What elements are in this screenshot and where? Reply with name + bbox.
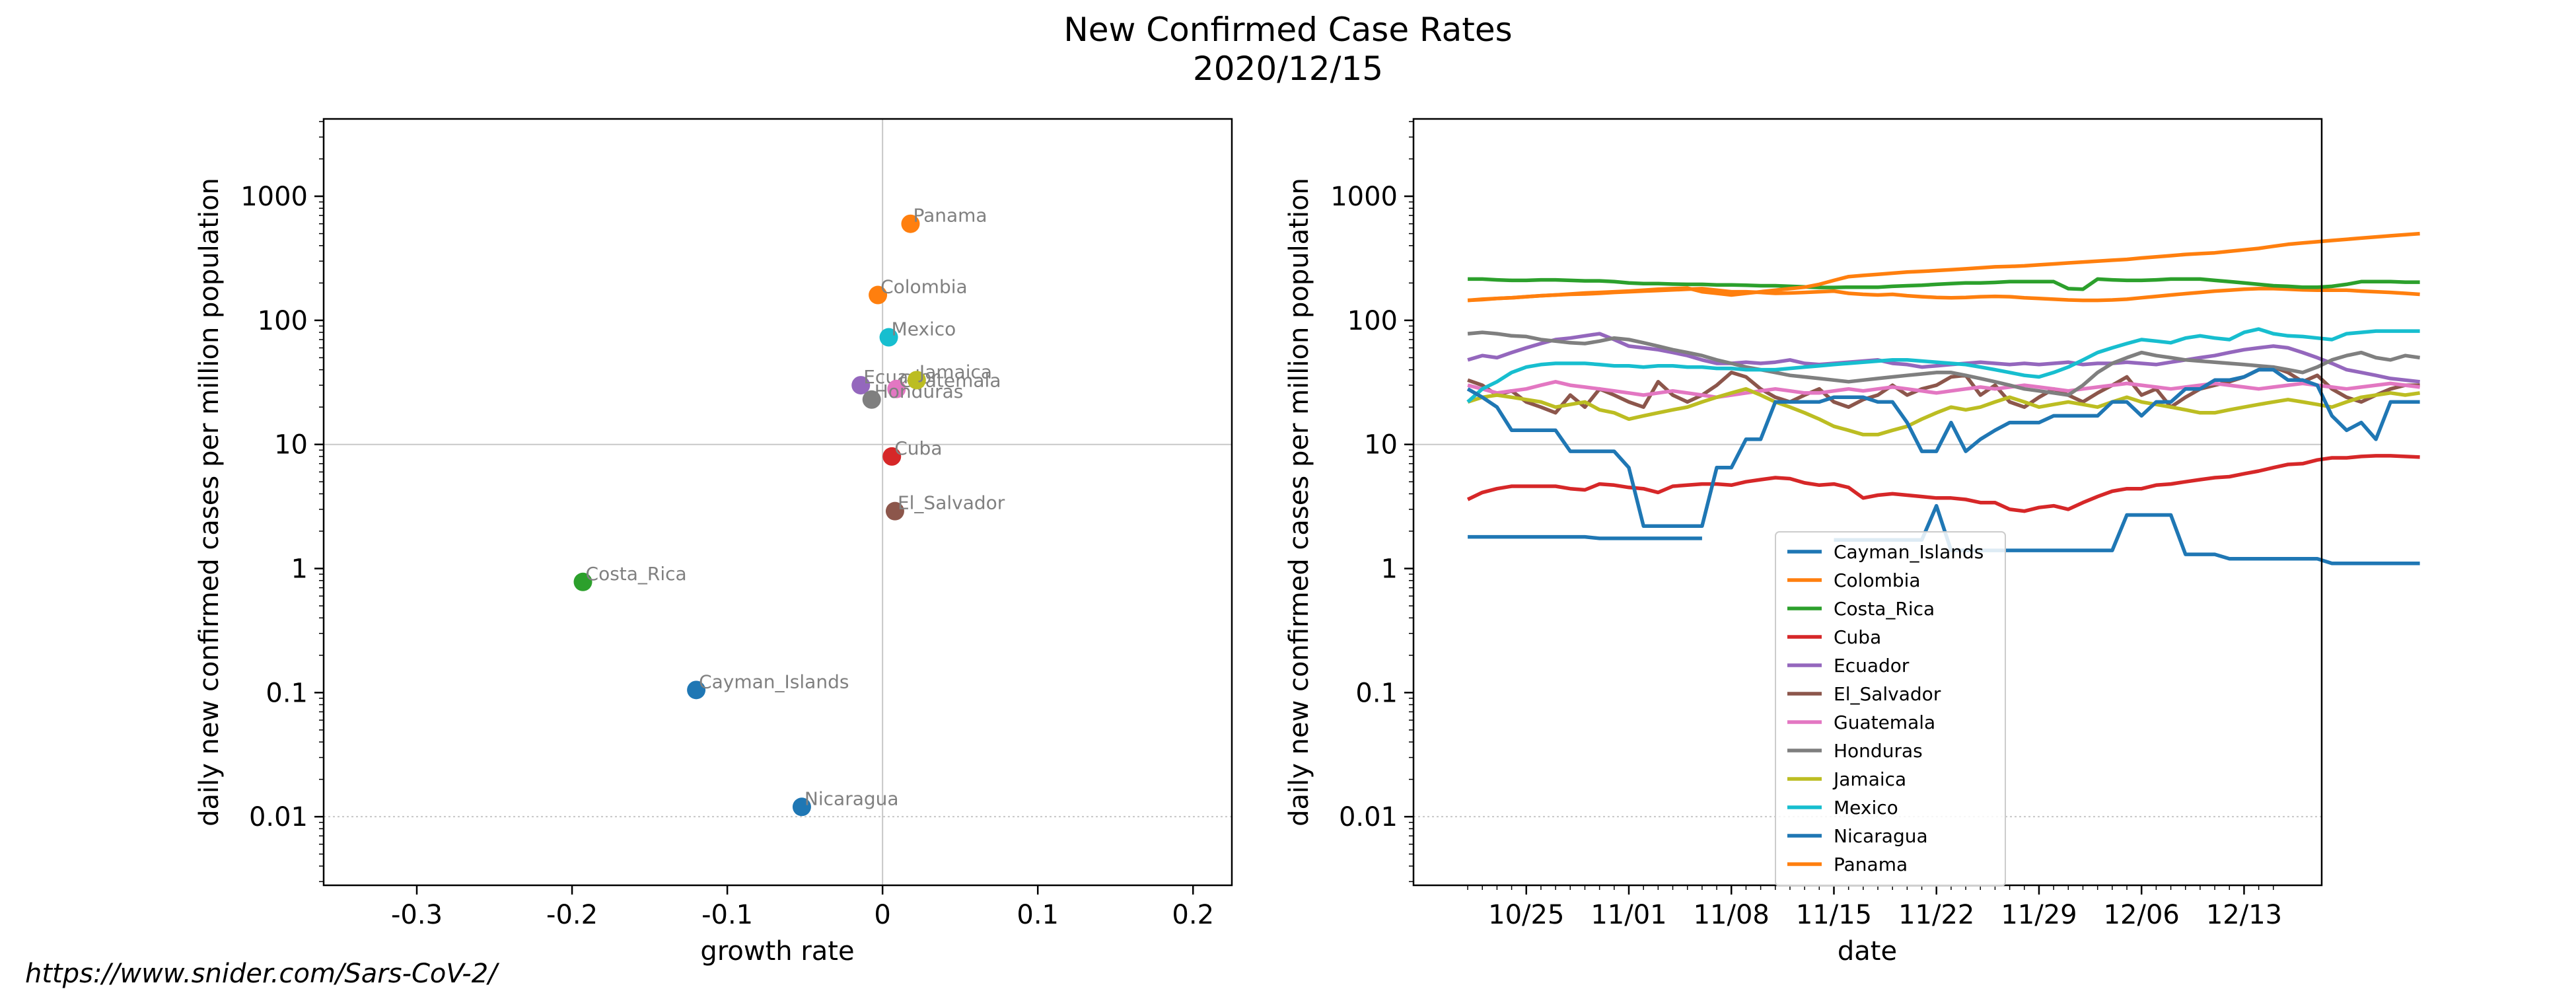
legend-box bbox=[1775, 531, 2006, 887]
scatter-frame bbox=[322, 118, 1233, 887]
scatter-point bbox=[573, 572, 592, 591]
scatter-point bbox=[851, 376, 871, 395]
scatter-x-tick-label: -0.1 bbox=[701, 900, 753, 930]
legend-label: Jamaica bbox=[1832, 768, 1906, 790]
scatter-point bbox=[879, 328, 898, 347]
line-x-tick-label: 11/01 bbox=[1591, 900, 1666, 930]
legend-label: Ecuador bbox=[1834, 655, 1910, 677]
scatter-panel: Cayman_IslandsColombiaCosta_RicaCubaEcua… bbox=[194, 118, 1233, 967]
line-x-tick-label: 12/13 bbox=[2206, 900, 2282, 930]
scatter-x-axis-label: growth rate bbox=[700, 936, 854, 967]
line-y-tick-label: 10 bbox=[1364, 430, 1398, 460]
scatter-x-tick-label: -0.3 bbox=[391, 900, 443, 930]
scatter-point bbox=[887, 379, 906, 398]
series-line bbox=[1468, 277, 2420, 291]
legend-label: Colombia bbox=[1834, 569, 1921, 591]
scatter-x-tick-label: 0.2 bbox=[1172, 900, 1214, 930]
line-x-ticks: 10/25 11/01 11/08 11/15 11/22 11/29 12/06 12/13 bbox=[1467, 885, 2282, 930]
scatter-point bbox=[882, 447, 902, 466]
series-line bbox=[1467, 332, 2420, 384]
scatter-x-tick-label: 0 bbox=[874, 900, 890, 930]
scatter-points: Cayman_IslandsColombiaCosta_RicaCubaEcua… bbox=[573, 205, 1005, 817]
scatter-y-tick-label: 1 bbox=[291, 554, 308, 585]
scatter-point bbox=[862, 390, 881, 409]
scatter-point bbox=[869, 285, 888, 305]
legend-label: Cayman_Islands bbox=[1834, 541, 1984, 563]
legend-label: Cuba bbox=[1834, 626, 1881, 648]
scatter-point-label: Panama bbox=[913, 205, 987, 227]
line-y-tick-label: 1000 bbox=[1330, 182, 1398, 212]
scatter-y-tick-label: 0.1 bbox=[266, 678, 308, 708]
legend-label: Nicaragua bbox=[1834, 825, 1928, 847]
line-y-ticks: 0.01 0.1 1 10 100 1000 bbox=[1330, 121, 1413, 883]
scatter-point-label: Cuba bbox=[894, 437, 942, 459]
scatter-y-ticks: 0.01 0.1 1 10 100 1000 bbox=[240, 121, 324, 883]
legend: Cayman_Islands Colombia Costa_Rica Cuba Ecua… bbox=[1775, 531, 2006, 887]
line-y-tick-label: 0.1 bbox=[1355, 678, 1398, 708]
series-line bbox=[1466, 327, 2420, 404]
line-series bbox=[1466, 231, 2420, 566]
scatter-point-label: Costa_Rica bbox=[586, 563, 687, 585]
series-line bbox=[1466, 367, 2420, 528]
scatter-point-label: Nicaragua bbox=[805, 788, 899, 809]
scatter-x-ticks: -0.3 -0.2 -0.1 0 0.1 0.2 bbox=[391, 885, 1214, 930]
line-x-axis-label: date bbox=[1838, 936, 1897, 967]
scatter-point bbox=[901, 214, 920, 233]
scatter-point-label: Mexico bbox=[892, 318, 956, 340]
scatter-y-tick-label: 0.01 bbox=[249, 802, 308, 832]
series-line bbox=[1466, 454, 2420, 513]
scatter-point-label: Cayman_Islands bbox=[699, 671, 849, 692]
legend-label: Honduras bbox=[1834, 740, 1923, 762]
scatter-point bbox=[885, 501, 904, 521]
scatter-y-tick-label: 100 bbox=[258, 306, 308, 336]
line-x-tick-label: 11/15 bbox=[1796, 900, 1872, 930]
legend-label: Mexico bbox=[1834, 797, 1898, 819]
series-line bbox=[1467, 380, 2420, 400]
line-y-tick-label: 1 bbox=[1381, 554, 1398, 585]
chart-title: New Confirmed Case Rates bbox=[1063, 11, 1512, 49]
series-line bbox=[1467, 231, 2420, 303]
legend-label: Costa_Rica bbox=[1834, 598, 1935, 620]
scatter-y-axis-label: daily new confirmed cases per million po… bbox=[194, 178, 225, 826]
legend-label: El_Salvador bbox=[1834, 683, 1941, 705]
scatter-y-tick-label: 10 bbox=[274, 430, 308, 460]
line-y-axis-label: daily new confirmed cases per million po… bbox=[1284, 178, 1314, 826]
scatter-point bbox=[687, 680, 706, 700]
series-line bbox=[1467, 330, 2420, 397]
scatter-point bbox=[792, 797, 811, 817]
line-x-tick-label: 11/29 bbox=[2001, 900, 2077, 930]
scatter-x-tick-label: 0.1 bbox=[1017, 900, 1059, 930]
chart-subtitle: 2020/12/15 bbox=[1193, 50, 1383, 88]
legend-label: Panama bbox=[1834, 854, 1908, 875]
scatter-reference-lines bbox=[324, 119, 1232, 885]
footer-url[interactable]: https://www.snider.com/Sars-CoV-2/ bbox=[25, 959, 500, 989]
scatter-point-label: Colombia bbox=[880, 276, 968, 298]
legend-label: Guatemala bbox=[1834, 712, 1935, 733]
line-panel: 10/25 11/01 11/08 11/15 11/22 11/29 12/06 12/13… bbox=[1284, 118, 2420, 967]
scatter-point-label: El_Salvador bbox=[898, 492, 1005, 514]
line-x-tick-label: 10/25 bbox=[1488, 900, 1564, 930]
line-y-tick-label: 100 bbox=[1347, 306, 1398, 336]
scatter-point bbox=[907, 371, 926, 390]
series-line bbox=[1467, 386, 2420, 437]
line-y-tick-label: 0.01 bbox=[1339, 802, 1398, 832]
scatter-x-tick-label: -0.2 bbox=[546, 900, 598, 930]
line-x-tick-label: 12/06 bbox=[2104, 900, 2180, 930]
scatter-point-label: Jamaica bbox=[918, 361, 992, 383]
scatter-y-tick-label: 1000 bbox=[240, 182, 308, 212]
line-x-tick-label: 11/22 bbox=[1898, 900, 1974, 930]
line-x-tick-label: 11/08 bbox=[1694, 900, 1770, 930]
